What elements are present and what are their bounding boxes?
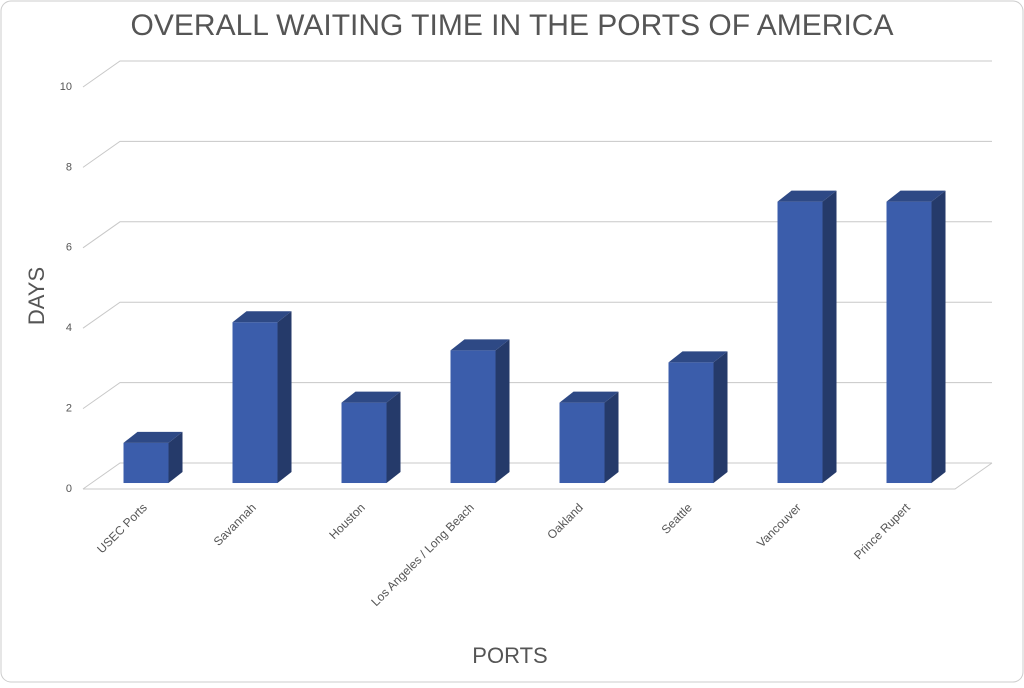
- y-tick-label: 10: [60, 81, 72, 93]
- bar-top: [886, 190, 946, 202]
- grid-line: [82, 140, 992, 168]
- y-tick-label: 4: [66, 322, 72, 334]
- grid-line: [82, 301, 992, 329]
- bar-top: [123, 431, 183, 443]
- bar-top: [777, 190, 837, 202]
- chart-title: OVERALL WAITING TIME IN THE PORTS OF AME…: [131, 9, 894, 42]
- bar-top: [668, 351, 728, 363]
- bar: [559, 402, 605, 484]
- bar-side: [495, 339, 510, 484]
- y-tick-label: 6: [66, 242, 72, 254]
- grid-line: [82, 60, 992, 88]
- y-tick-label: 0: [66, 483, 72, 495]
- bar: [123, 442, 169, 484]
- bar: [886, 201, 932, 484]
- bar-top: [232, 311, 292, 323]
- bar-top: [341, 391, 401, 403]
- bar-top: [450, 339, 510, 351]
- bar-side: [386, 391, 401, 484]
- bar-side: [931, 190, 946, 484]
- bar: [341, 402, 387, 484]
- floor-edge: [83, 462, 993, 490]
- grid-line: [82, 221, 992, 249]
- y-tick-label: 2: [66, 403, 72, 415]
- bar: [232, 322, 278, 484]
- bar-side: [168, 431, 183, 484]
- bar-side: [713, 351, 728, 484]
- bar-side: [277, 311, 292, 484]
- bar: [777, 201, 823, 484]
- bar-side: [822, 190, 837, 484]
- bar-top: [559, 391, 619, 403]
- y-axis-title: DAYS: [24, 267, 49, 325]
- bar: [668, 362, 714, 484]
- bar-side: [604, 391, 619, 484]
- y-tick-label: 8: [66, 161, 72, 173]
- bar: [450, 350, 496, 484]
- x-axis-title: PORTS: [472, 643, 547, 668]
